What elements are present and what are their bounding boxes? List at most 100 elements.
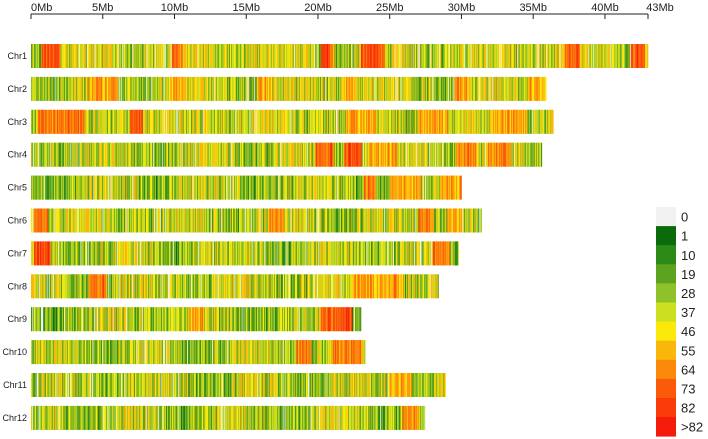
- density-bin: [296, 175, 298, 200]
- density-bin: [373, 44, 375, 68]
- density-bin: [183, 142, 185, 167]
- density-bin: [332, 109, 334, 134]
- density-bin: [163, 175, 165, 200]
- density-bin: [319, 208, 321, 233]
- density-bin: [279, 44, 281, 68]
- density-bin: [58, 44, 60, 68]
- density-bin: [163, 76, 165, 101]
- density-bin: [38, 109, 40, 134]
- density-bin: [213, 208, 215, 233]
- density-bin: [219, 175, 221, 200]
- density-bin: [262, 241, 264, 266]
- density-bin: [308, 76, 310, 101]
- density-bin: [408, 44, 410, 68]
- density-bin: [291, 44, 293, 68]
- density-bin: [124, 109, 126, 134]
- chromosome-label: Chr8: [7, 281, 27, 291]
- density-bin: [41, 241, 43, 266]
- density-bin: [157, 175, 160, 200]
- density-bin: [384, 208, 386, 233]
- density-bin: [501, 109, 503, 134]
- density-bin: [195, 76, 197, 101]
- density-bin: [198, 208, 200, 233]
- density-bin: [300, 175, 302, 200]
- density-bin: [99, 44, 101, 68]
- density-bin: [350, 76, 352, 101]
- density-bin: [330, 76, 332, 101]
- density-bin: [282, 208, 284, 233]
- density-bin: [515, 109, 518, 134]
- density-bin: [114, 142, 116, 167]
- density-bin: [375, 44, 377, 68]
- density-bin: [147, 208, 149, 233]
- density-bin: [157, 109, 159, 134]
- density-bin: [306, 175, 308, 200]
- density-bin: [274, 142, 276, 167]
- density-bin: [238, 44, 240, 68]
- density-bin: [284, 109, 286, 134]
- density-bin: [551, 109, 553, 134]
- density-bin: [213, 142, 215, 167]
- density-bin: [33, 142, 35, 167]
- density-bin: [206, 109, 208, 134]
- density-bin: [455, 76, 457, 101]
- density-bin: [447, 142, 449, 167]
- density-bin: [386, 241, 388, 266]
- density-bin: [341, 241, 343, 266]
- density-bin: [507, 142, 509, 167]
- density-bin: [385, 208, 387, 233]
- density-bin: [207, 142, 209, 167]
- density-bin: [434, 142, 436, 167]
- density-bin: [299, 44, 301, 68]
- density-bin: [360, 142, 362, 167]
- density-bin: [454, 76, 456, 101]
- density-bin: [324, 241, 326, 266]
- density-bin: [403, 208, 405, 233]
- density-bin: [251, 241, 253, 266]
- density-bin: [419, 76, 421, 101]
- density-bin: [463, 109, 465, 134]
- density-bin: [222, 208, 224, 233]
- density-bin: [122, 109, 124, 134]
- density-bin: [127, 109, 129, 134]
- density-bin: [413, 241, 415, 266]
- density-bin: [68, 274, 70, 299]
- density-bin: [259, 208, 261, 233]
- density-bin: [212, 142, 214, 167]
- density-bin: [235, 109, 237, 134]
- density-bin: [368, 44, 370, 68]
- density-bin: [117, 208, 119, 233]
- density-bin: [31, 208, 33, 233]
- density-bin: [271, 44, 273, 68]
- density-bin: [513, 76, 515, 101]
- density-bin: [322, 44, 324, 68]
- density-bin: [402, 241, 404, 266]
- density-bin: [159, 241, 161, 266]
- density-bin: [283, 175, 285, 200]
- density-bin: [309, 76, 311, 101]
- density-bin: [142, 142, 144, 167]
- density-bin: [53, 274, 55, 299]
- density-bin: [343, 142, 345, 167]
- density-bin: [111, 175, 113, 200]
- density-bin: [500, 76, 502, 101]
- density-bin: [244, 208, 246, 233]
- density-bin: [175, 142, 177, 167]
- density-bin: [569, 44, 571, 68]
- density-bin: [149, 109, 151, 134]
- density-bin: [504, 109, 506, 134]
- density-bin: [493, 76, 495, 101]
- density-bin: [213, 76, 215, 101]
- density-bin: [322, 175, 324, 200]
- density-bin: [95, 44, 97, 68]
- density-bin: [251, 76, 253, 101]
- density-bin: [357, 175, 359, 200]
- density-bin: [360, 109, 362, 134]
- density-bin: [256, 208, 258, 233]
- density-bin: [236, 76, 238, 101]
- density-bin: [127, 175, 129, 200]
- density-bin: [300, 208, 302, 233]
- density-bin: [331, 175, 333, 200]
- density-bin: [49, 208, 51, 233]
- density-bin: [272, 109, 274, 134]
